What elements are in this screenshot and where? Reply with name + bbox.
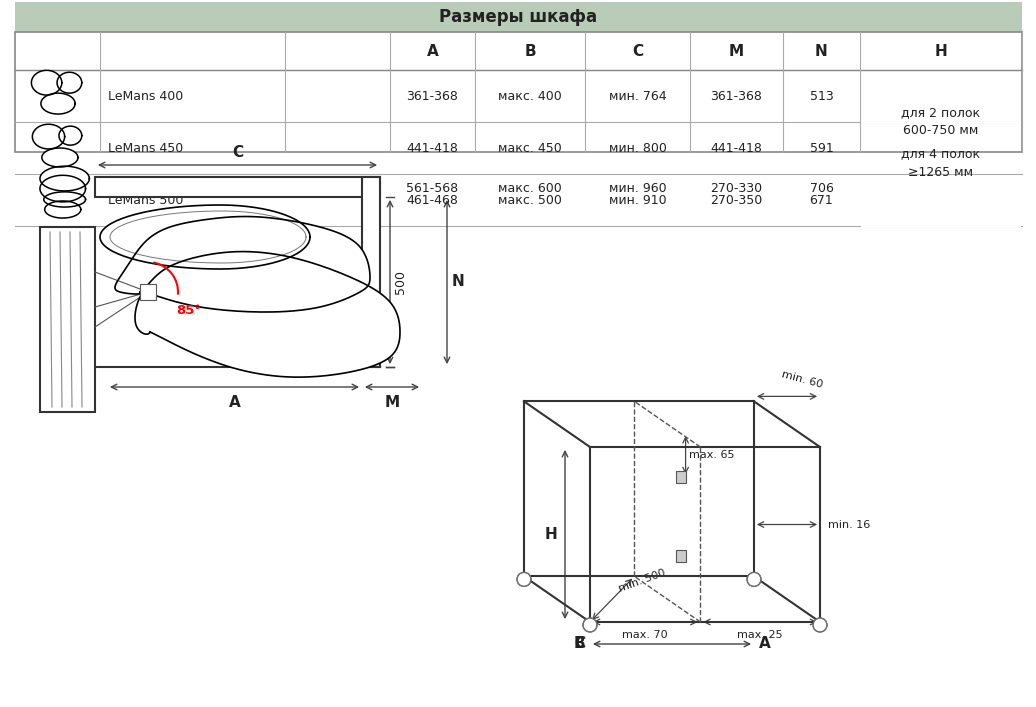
Text: N: N <box>815 44 828 59</box>
Polygon shape <box>100 205 310 269</box>
Polygon shape <box>59 126 82 145</box>
Bar <box>40 227 95 412</box>
Text: 270-350: 270-350 <box>711 194 762 206</box>
Text: 441-418: 441-418 <box>406 141 459 155</box>
Circle shape <box>583 618 597 632</box>
Circle shape <box>747 573 761 586</box>
Text: min. 60: min. 60 <box>780 369 824 390</box>
Bar <box>95 177 380 197</box>
Polygon shape <box>44 192 86 207</box>
Polygon shape <box>57 72 82 93</box>
Text: max. 70: max. 70 <box>623 630 668 640</box>
Bar <box>362 177 380 367</box>
Text: max. 25: max. 25 <box>738 630 783 640</box>
Text: N: N <box>452 274 465 289</box>
Text: LeMans 400: LeMans 400 <box>108 90 183 103</box>
Text: A: A <box>427 44 438 59</box>
Polygon shape <box>32 124 64 149</box>
Text: мин. 910: мин. 910 <box>609 194 666 206</box>
Circle shape <box>813 618 827 632</box>
Polygon shape <box>45 201 81 218</box>
Polygon shape <box>41 148 78 167</box>
Polygon shape <box>40 175 86 202</box>
Text: 591: 591 <box>809 141 833 155</box>
Text: M: M <box>729 44 744 59</box>
Text: 361-368: 361-368 <box>711 90 762 103</box>
Text: C: C <box>232 145 243 160</box>
Text: LeMans 450: LeMans 450 <box>108 141 183 155</box>
Text: M: M <box>384 395 400 410</box>
Text: для 2 полок
600-750 мм: для 2 полок 600-750 мм <box>901 107 980 137</box>
Text: макс. 400: макс. 400 <box>498 90 562 103</box>
Bar <box>15 32 1021 152</box>
Text: 270-330: 270-330 <box>711 182 762 196</box>
Text: min. 500: min. 500 <box>617 568 667 594</box>
Text: LeMans 600: LeMans 600 <box>108 182 183 196</box>
Text: C: C <box>632 44 643 59</box>
Text: для 4 полок
≥1265 мм: для 4 полок ≥1265 мм <box>901 148 980 178</box>
Text: 361-368: 361-368 <box>406 90 459 103</box>
Text: max. 65: max. 65 <box>689 450 735 460</box>
Text: LeMans 500: LeMans 500 <box>108 194 183 206</box>
Text: макс. 600: макс. 600 <box>498 182 562 196</box>
Text: мин. 960: мин. 960 <box>609 182 666 196</box>
Text: C: C <box>574 636 585 651</box>
Text: макс. 500: макс. 500 <box>498 194 562 206</box>
Polygon shape <box>31 71 62 95</box>
Text: A: A <box>229 395 240 410</box>
Text: Размеры шкафа: Размеры шкафа <box>439 8 598 26</box>
Text: 85°: 85° <box>176 303 201 317</box>
Bar <box>675 471 686 483</box>
Text: мин. 764: мин. 764 <box>609 90 666 103</box>
Polygon shape <box>40 93 75 114</box>
Bar <box>140 284 156 300</box>
Text: A: A <box>759 636 771 651</box>
Text: B: B <box>573 636 585 651</box>
Circle shape <box>517 573 531 586</box>
Text: 500: 500 <box>394 270 407 294</box>
Text: мин. 800: мин. 800 <box>608 141 666 155</box>
Bar <box>675 550 686 562</box>
Text: 561-568: 561-568 <box>406 182 459 196</box>
Polygon shape <box>135 252 400 377</box>
Text: 461-468: 461-468 <box>406 194 459 206</box>
Text: B: B <box>524 44 536 59</box>
Text: 706: 706 <box>809 182 833 196</box>
Text: min. 16: min. 16 <box>828 520 870 530</box>
Bar <box>15 2 1021 32</box>
Text: 671: 671 <box>809 194 833 206</box>
Text: макс. 450: макс. 450 <box>498 141 562 155</box>
Text: 441-418: 441-418 <box>711 141 762 155</box>
Text: H: H <box>544 527 557 542</box>
Text: H: H <box>934 44 947 59</box>
Polygon shape <box>115 216 370 312</box>
Text: 513: 513 <box>809 90 833 103</box>
Polygon shape <box>40 166 89 191</box>
